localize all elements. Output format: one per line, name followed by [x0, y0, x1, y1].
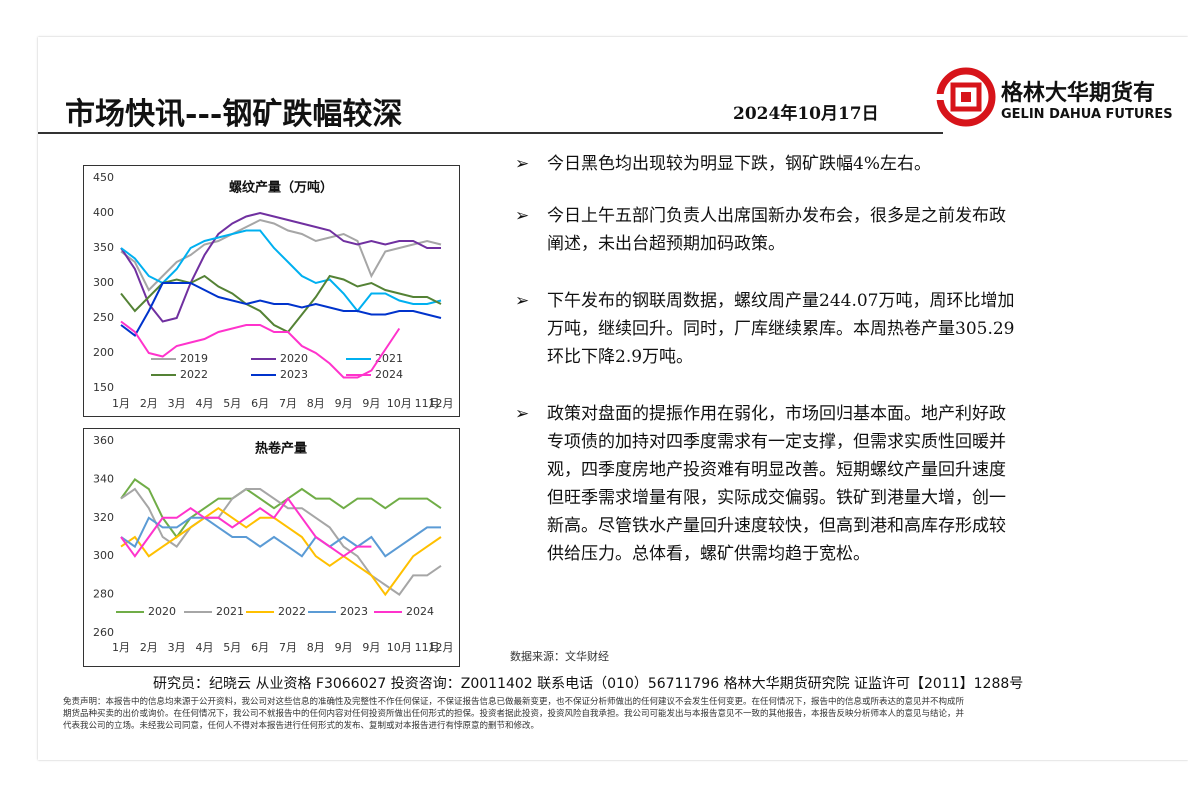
y-tick-label: 250	[93, 311, 114, 324]
logo-text: 格林大华期货有	[1001, 81, 1156, 106]
y-tick-label: 280	[93, 588, 114, 601]
legend-label: 2022	[278, 605, 306, 618]
header-rule	[38, 132, 943, 134]
disclaimer-line: 免责声明：本报告中的信息均来源于公开资料，我公司对这些信息的准确性及完整性不作任…	[63, 697, 965, 707]
contact: 研究员：纪晓云 从业资格 F3066027 投资咨询：Z0011402 联系电话…	[153, 676, 1024, 692]
bullet-marker: ➢	[515, 154, 530, 174]
chart: 螺纹产量（万吨） 150 200 250 300 350 400 450 1月 2月 3月 4月 5月 6…	[83, 165, 460, 417]
series-line	[120, 274, 442, 334]
bullet: ➢ 今日黑色均出现较为明显下跌，钢矿跌幅4%左右。	[515, 150, 931, 178]
x-tick-label: 1月	[112, 641, 130, 654]
x-tick-label: 3月	[168, 397, 186, 410]
x-tick-label: 9月	[362, 397, 380, 410]
x-tick-label: 3月	[168, 641, 186, 654]
bullet-line: 专项债的加持对四季度需求有一定支撑，但需求实质性回暖并	[547, 432, 1006, 452]
x-tick-label: 10月	[387, 641, 412, 654]
x-tick-label: 11月	[415, 397, 440, 410]
bullet-line: 但旺季需求增量有限，实际成交偏弱。铁矿到港量大增，创一	[547, 488, 1006, 508]
x-tick-label: 7月	[279, 397, 297, 410]
legend-label: 2023	[280, 368, 308, 381]
x-tick-label: 2月	[140, 641, 158, 654]
bullet-line: 今日上午五部门负责人出席国新办发布会，很多是之前发布政	[547, 206, 1006, 226]
legend-label: 2021	[216, 605, 244, 618]
y-tick-label: 300	[93, 276, 114, 289]
x-tick-label: 12月	[429, 641, 454, 654]
x-tick-label: 9月	[335, 641, 353, 654]
x-tick-label: 4月	[195, 641, 213, 654]
legend-label: 2022	[180, 368, 208, 381]
source: 数据来源：文华财经	[510, 650, 609, 663]
x-tick-label: 9月	[362, 641, 380, 654]
y-tick-label: 400	[93, 206, 114, 219]
legend-label: 2020	[280, 352, 308, 365]
title: 市场快讯---钢矿跌幅较深	[65, 97, 403, 132]
series-line	[120, 516, 441, 558]
bullet: ➢ 下午发布的钢联周数据，螺纹周产量244.07万吨，周环比增加 万吨，继续回升。同…	[515, 287, 1014, 371]
bullet: ➢ 政策对盘面的提振作用在弱化，市场回归基本面。地产利好政 专项债的加持对四季度需求…	[515, 400, 1006, 568]
bullet-line: 供给压力。总体看，螺矿供需均趋于宽松。	[547, 544, 870, 564]
x-tick-label: 12月	[429, 397, 454, 410]
x-tick-label: 4月	[195, 397, 213, 410]
series-line	[120, 211, 441, 323]
disclaimer-line: 代表我公司的立场。未经我公司同意，任何人不得对本报告进行任何形式的发布、复制或对…	[63, 721, 540, 731]
bullet-line: 政策对盘面的提振作用在弱化，市场回归基本面。地产利好政	[547, 404, 1006, 424]
bullet-line: 阐述，未出台超预期加码政策。	[547, 234, 785, 254]
bullet: ➢ 今日上午五部门负责人出席国新办发布会，很多是之前发布政 阐述，未出台超预期加码政…	[515, 202, 1006, 258]
x-tick-label: 11月	[415, 641, 440, 654]
y-tick-label: 360	[93, 434, 114, 447]
x-tick-label: 6月	[251, 397, 269, 410]
legend-label: 2023	[340, 605, 368, 618]
bullet-line: 今日黑色均出现较为明显下跌，钢矿跌幅4%左右。	[547, 154, 931, 174]
x-tick-label: 8月	[307, 641, 325, 654]
y-tick-label: 340	[93, 472, 114, 485]
bullet-marker: ➢	[515, 404, 530, 424]
logo-icon	[936, 67, 996, 127]
x-tick-label: 2月	[140, 397, 158, 410]
slide: 市场快讯---钢矿跌幅较深 2024年10月17日 格林大华期货有 GELIN …	[38, 37, 1188, 760]
chart-title: 螺纹产量（万吨）	[229, 180, 333, 196]
chart-title: 热卷产量	[255, 441, 307, 457]
series-line	[120, 506, 442, 597]
y-tick-label: 260	[93, 626, 114, 639]
y-tick-label: 300	[93, 549, 114, 562]
logo-text-en: GELIN DAHUA FUTURES	[1001, 107, 1173, 122]
date: 2024年10月17日	[733, 104, 879, 124]
y-tick-label: 320	[93, 511, 114, 524]
x-tick-label: 5月	[223, 397, 241, 410]
series-line	[120, 496, 372, 558]
series-line	[120, 229, 442, 313]
series-line	[120, 320, 401, 379]
x-tick-label: 7月	[279, 641, 297, 654]
chart: 热卷产量 260 280 300 320 340 360 1月 2月 3月 4月 5月 6月 7月 8月 9月…	[83, 428, 460, 667]
x-tick-label: 10月	[387, 397, 412, 410]
x-tick-label: 6月	[251, 641, 269, 654]
series-line	[120, 487, 442, 596]
disclaimer-line: 期货品种买卖的出价或询价。在任何情况下，我公司不就报告中的任何内容对任何投资所做…	[63, 709, 965, 719]
bullet-line: 下午发布的钢联周数据，螺纹周产量244.07万吨，周环比增加	[547, 291, 1015, 311]
x-tick-label: 5月	[223, 641, 241, 654]
legend-label: 2019	[180, 352, 208, 365]
bullet-line: 新高。尽管铁水产量回升速度较快，但高到港和高库存形成较	[547, 516, 1006, 536]
x-tick-label: 8月	[307, 397, 325, 410]
legend-label: 2024	[406, 605, 434, 618]
bullet-line: 观，四季度房地产投资难有明显改善。短期螺纹产量回升速度	[547, 460, 1006, 480]
x-tick-label: 1月	[112, 397, 130, 410]
x-tick-label: 9月	[335, 397, 353, 410]
legend-label: 2020	[148, 605, 176, 618]
legend-label: 2024	[375, 368, 403, 381]
y-tick-label: 350	[93, 241, 114, 254]
series-line	[120, 282, 442, 337]
y-tick-label: 150	[93, 381, 114, 394]
y-tick-label: 450	[93, 171, 114, 184]
bullet-marker: ➢	[515, 291, 530, 311]
bullet-line: 万吨，继续回升。同时，厂库继续累库。本周热卷产量305.29	[547, 319, 1015, 339]
bullet-line: 环比下降2.9万吨。	[547, 347, 694, 367]
bullet-marker: ➢	[515, 206, 530, 226]
series-line	[120, 218, 442, 292]
y-tick-label: 200	[93, 346, 114, 359]
